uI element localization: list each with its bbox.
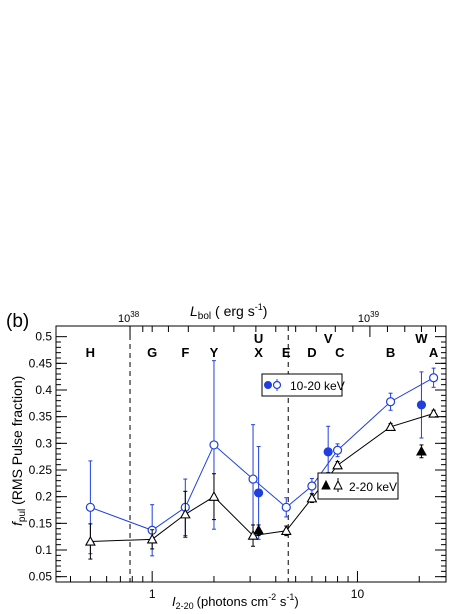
open-marker (428, 407, 440, 418)
filled-marker (254, 488, 264, 498)
y-axis-title: fpul (RMS Pulse fraction) (9, 376, 28, 526)
open-marker (84, 535, 96, 546)
observation-labels: H G F Y UX E DVC B WA (86, 331, 439, 360)
y-tick-label: 0.35 (29, 410, 53, 424)
filled-marker (416, 445, 427, 456)
obs-label-W: W (415, 331, 428, 346)
legend-box (261, 373, 343, 397)
y-tick-label: 0.05 (29, 570, 53, 584)
y-tick-label: 0.4 (35, 383, 52, 397)
x-tick-label: 10 (351, 587, 365, 601)
obs-label-E: E (282, 345, 291, 360)
legend-label-10-20-kev: 10-20 keV (290, 379, 345, 393)
x-axis-title: I2-20 (photons cm-2 s-1) (172, 592, 299, 611)
open-marker (385, 397, 396, 407)
open-marker (146, 533, 158, 544)
y-tick-label: 0.5 (35, 330, 52, 344)
open-marker (247, 529, 259, 540)
open-marker (332, 459, 343, 470)
legend-filled-circle (264, 381, 272, 389)
legend-open-circle (272, 380, 282, 390)
legend-label-2-20-kev: 2-20 keV (349, 480, 397, 494)
legend-filled-triangle (321, 479, 331, 490)
filled-marker (323, 447, 333, 457)
open-marker (280, 525, 292, 535)
y-tick-label: 0.15 (29, 516, 53, 530)
open-marker (332, 445, 343, 455)
plot-frame-rect (55, 325, 447, 583)
obs-label-X: X (254, 345, 263, 360)
obs-label-D: D (307, 345, 316, 360)
y-tick-label: 0.1 (35, 543, 52, 557)
open-marker (307, 481, 317, 491)
legend-10-20-kev: 10-20 keV (261, 373, 345, 397)
top-axis-title: Lbol ( erg s-1) (190, 302, 267, 322)
top-tick-label: 1039 (358, 310, 380, 325)
open-marker (179, 508, 191, 519)
series-line (90, 377, 434, 531)
open-marker (209, 440, 219, 450)
open-marker (306, 492, 318, 503)
plot-frame: 0.05 0.1 0.15 0.2 0.25 0.3 0.35 0.4 0.45 0.5 1 10 10… (29, 310, 447, 601)
y-tick-label: 0.2 (35, 490, 52, 504)
y-tick-label: 0.3 (35, 436, 52, 450)
panel-label: (b) (6, 311, 29, 332)
series-line (90, 412, 434, 542)
obs-label-B: B (386, 345, 395, 360)
filled-marker (253, 524, 265, 535)
vertical-guide-lines (129, 326, 289, 582)
open-marker (208, 491, 220, 501)
legend-box (317, 472, 399, 500)
open-marker (429, 373, 439, 383)
obs-label-V: V (324, 331, 333, 346)
top-tick-label: 1038 (118, 310, 140, 325)
obs-label-H: H (86, 345, 95, 360)
obs-label-C: C (335, 345, 345, 360)
open-marker (85, 502, 95, 512)
legend-2-20-kev: 2-20 keV (317, 472, 399, 500)
data-series (84, 360, 440, 560)
x-tick-label: 1 (149, 587, 156, 601)
open-marker (248, 474, 258, 484)
obs-label-F: F (181, 345, 189, 360)
filled-marker (416, 400, 427, 410)
obs-label-G: G (147, 345, 157, 360)
obs-label-Y: Y (210, 345, 219, 360)
y-tick-label: 0.45 (29, 356, 53, 370)
y-tick-label: 0.25 (29, 463, 53, 477)
legend-open-triangle (333, 479, 343, 490)
obs-label-U: U (254, 331, 263, 346)
obs-label-A: A (429, 345, 439, 360)
open-marker (281, 502, 291, 512)
open-marker (385, 421, 397, 431)
